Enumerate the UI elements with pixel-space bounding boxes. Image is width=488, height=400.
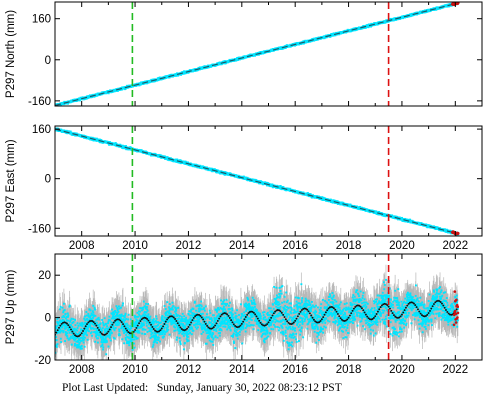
up-panel: 2008 2010 2012 2014 2016 2018 2020 2022-20020P2… [5,253,483,376]
x-tick-label: 2016 [282,240,308,252]
east-panel: 2008 2010 2012 2014 2016 2018 2020 2022 -160 0 160… [5,124,483,252]
observation-point [289,187,292,191]
y-tick-label: -160 [28,223,51,235]
observation-point [223,173,226,176]
y-tick-label: 0 [45,174,51,186]
y-tick-label: -160 [28,96,51,108]
observation-point [279,184,282,188]
y-tick-label: 160 [32,14,51,26]
error-bars [55,264,459,360]
observation-point [124,145,127,148]
plot-area [55,2,460,106]
model-line [55,2,459,106]
x-tick-label: 2020 [389,240,415,252]
observation-point [435,8,438,11]
recent-point [456,231,460,236]
model-line [55,128,459,235]
x-tick-label: 2014 [229,240,255,252]
plot-area [55,264,460,360]
y-axis-label: P297 North (mm) [5,10,17,98]
x-tick-label: 2012 [176,240,202,252]
y-tick-label: 160 [32,124,51,136]
plot-area [55,127,460,236]
x-tick-label: 2008 [69,240,95,252]
x-tick-label: 2018 [336,240,362,252]
observation-point [321,196,324,199]
y-tick-label: 0 [45,55,51,67]
north-panel: -160 0 160 P297 North (mm) [5,1,483,108]
recent-point [456,2,460,5]
x-tick-label: 2022 [443,240,469,252]
axes-frame [54,125,483,237]
y-axis-label: P297 East (mm) [5,139,17,222]
x-tick-label: 2010 [122,240,148,252]
